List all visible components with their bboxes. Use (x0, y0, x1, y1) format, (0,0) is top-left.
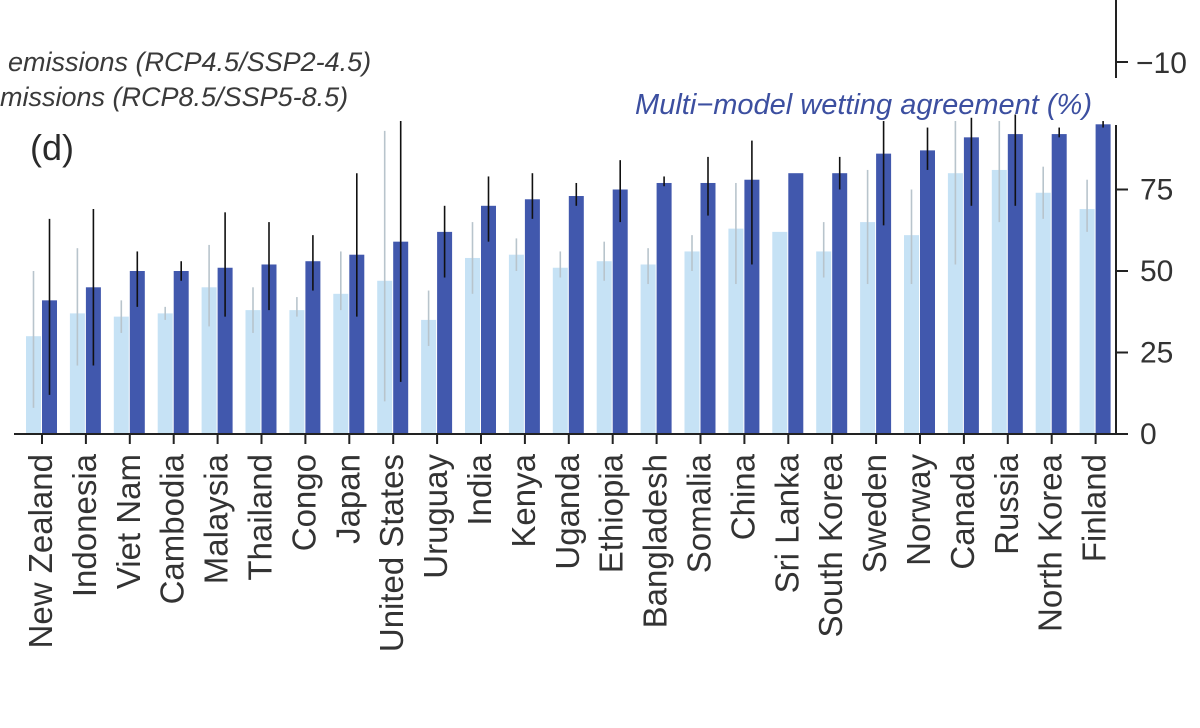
category-label-united-states: United States (373, 454, 410, 652)
panel-label: (d) (30, 127, 74, 168)
category-label-malaysia: Malaysia (198, 453, 235, 584)
category-label-north-korea: North Korea (1032, 453, 1069, 632)
legend-entry-rcp85: missions (RCP8.5/SSP5-8.5) (0, 82, 348, 112)
bar-rcp45-finland (1079, 209, 1095, 434)
axes (14, 125, 1117, 435)
category-label-cambodia: Cambodia (154, 453, 191, 604)
category-label-china: China (724, 453, 761, 540)
bar-rcp85-bangladesh (656, 182, 672, 434)
bar-rcp85-uruguay (437, 231, 453, 434)
category-label-finland: Finland (1076, 454, 1113, 562)
category-label-sri-lanka: Sri Lanka (768, 453, 805, 593)
bar-rcp85-congo (305, 261, 321, 434)
category-label-uganda: Uganda (549, 453, 586, 569)
category-label-bangladesh: Bangladesh (637, 454, 674, 628)
category-label-sweden: Sweden (856, 454, 893, 573)
upper-panel-tick-label: −10 (1136, 47, 1187, 80)
y-tick-label-50: 50 (1140, 255, 1173, 288)
category-label-somalia: Somalia (681, 453, 718, 573)
bar-rcp85-north-korea (1051, 134, 1067, 434)
category-label-india: India (461, 453, 498, 525)
bar-rcp45-sweden (860, 222, 876, 434)
category-label-russia: Russia (988, 453, 1025, 555)
y-ticks: 0 25 50 75 (1116, 174, 1173, 451)
bar-rcp85-canada (963, 137, 979, 434)
bar-rcp45-somalia (684, 251, 700, 434)
bar-rcp45-bangladesh (640, 264, 656, 434)
bar-rcp85-russia (1007, 134, 1023, 434)
bar-rcp85-kenya (524, 199, 540, 434)
bar-rcp45-uganda (552, 267, 568, 434)
category-label-ethiopia: Ethiopia (593, 453, 630, 573)
bar-rcp85-norway (920, 150, 935, 434)
category-label-canada: Canada (944, 453, 981, 569)
bar-rcp85-thailand (261, 264, 277, 434)
bar-rcp85-japan (349, 254, 365, 434)
bar-rcp45-norway (904, 235, 919, 434)
bar-rcp85-uganda (568, 196, 584, 434)
legend-entry-rcp45: emissions (RCP4.5/SSP2-4.5) (8, 47, 371, 77)
bar-rcp45-malaysia (201, 287, 217, 434)
bar-rcp85-malaysia (217, 267, 233, 434)
plot-area (26, 114, 1111, 435)
category-label-norway: Norway (900, 454, 937, 566)
bar-rcp45-thailand (245, 310, 261, 434)
bar-rcp85-sweden (876, 153, 892, 434)
category-label-thailand: Thailand (242, 454, 279, 581)
bar-rcp85-viet-nam (129, 271, 145, 434)
y-tick-label-75: 75 (1140, 174, 1173, 207)
bar-rcp85-india (481, 205, 496, 434)
bar-rcp45-sri-lanka (772, 231, 788, 434)
category-label-indonesia: Indonesia (66, 453, 103, 597)
bar-rcp45-congo (289, 310, 305, 434)
y-tick-label-25: 25 (1140, 337, 1173, 370)
bar-rcp85-ethiopia (612, 189, 628, 434)
bar-rcp45-uruguay (421, 319, 437, 434)
category-labels: New Zealand Indonesia Viet Nam Cambodia Mala… (22, 434, 1113, 652)
bar-rcp85-somalia (700, 182, 716, 434)
bar-rcp45-china (728, 228, 744, 434)
bar-rcp45-north-korea (1035, 192, 1051, 434)
bar-rcp45-japan (333, 293, 349, 434)
bar-rcp85-sri-lanka (788, 173, 804, 434)
bar-rcp45-viet-nam (113, 316, 129, 434)
category-label-south-korea: South Korea (812, 453, 849, 637)
y-tick-label-0: 0 (1140, 418, 1157, 451)
bar-rcp85-cambodia (173, 271, 189, 434)
bar-rcp45-ethiopia (596, 261, 612, 434)
bar-rcp45-south-korea (816, 251, 832, 434)
category-label-congo: Congo (285, 454, 322, 551)
bar-rcp45-indonesia (69, 313, 85, 434)
bar-rcp85-china (744, 179, 760, 434)
bar-rcp45-cambodia (157, 313, 173, 434)
bar-rcp45-kenya (508, 254, 524, 434)
series-title: Multi−model wetting agreement (%) (635, 89, 1092, 121)
category-label-kenya: Kenya (505, 453, 542, 547)
bar-rcp45-canada (947, 173, 963, 434)
category-label-uruguay: Uruguay (417, 454, 454, 579)
bar-rcp45-russia (991, 169, 1007, 434)
category-label-new-zealand: New Zealand (22, 454, 59, 648)
bar-rcp85-finland (1095, 124, 1111, 435)
category-label-viet-nam: Viet Nam (110, 454, 147, 589)
category-label-japan: Japan (329, 454, 366, 544)
bar-rcp45-india (465, 257, 480, 434)
bar-rcp85-south-korea (832, 173, 848, 434)
